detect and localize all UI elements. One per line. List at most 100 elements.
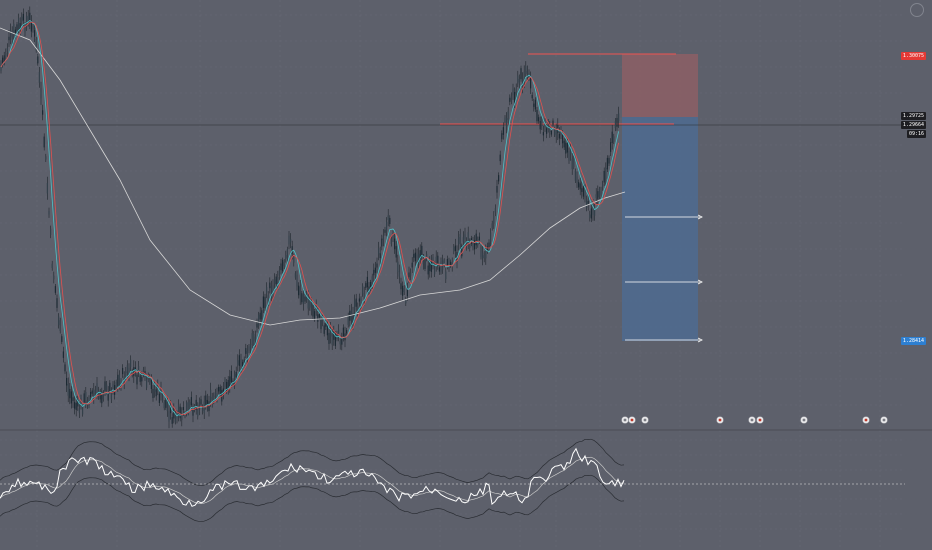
- candle-body: [176, 414, 178, 419]
- candle-body: [435, 256, 437, 266]
- candle-body: [78, 408, 80, 413]
- event-dot: [758, 418, 762, 422]
- candle-body: [474, 240, 476, 250]
- candle-body: [245, 348, 247, 354]
- candle-body: [586, 198, 588, 208]
- candle-body: [234, 373, 236, 386]
- candle-body: [504, 117, 506, 123]
- candle-body: [226, 382, 228, 391]
- candle-body: [394, 238, 396, 250]
- candle-body: [85, 391, 87, 404]
- candle-body: [98, 390, 100, 397]
- candle-body: [230, 371, 232, 382]
- candle-body: [317, 314, 319, 322]
- candle-body: [542, 132, 544, 136]
- candle-body: [594, 208, 596, 216]
- candle-body: [130, 359, 132, 368]
- candle-body: [587, 200, 589, 205]
- candle-body: [13, 23, 15, 36]
- candle-body: [341, 338, 343, 345]
- candle-body: [366, 276, 368, 288]
- candle-body: [125, 371, 127, 376]
- candle-body: [96, 383, 98, 393]
- candle-body: [190, 397, 192, 406]
- candle-body: [371, 276, 373, 287]
- candle-body: [154, 386, 156, 392]
- last-price-label: 1.29725: [900, 112, 926, 120]
- candle-body: [251, 333, 253, 345]
- candle-body: [168, 411, 170, 422]
- candle-body: [3, 55, 5, 63]
- candle-body: [99, 391, 101, 400]
- candle-body: [312, 305, 314, 317]
- candle-body: [618, 113, 620, 122]
- candle-body: [301, 293, 303, 303]
- candle-body: [21, 16, 23, 22]
- fast-moving-average-line: [0, 21, 619, 416]
- candle-body: [173, 408, 175, 419]
- candle-body: [603, 170, 605, 183]
- candle-body: [227, 379, 229, 391]
- candle-body: [558, 133, 560, 139]
- candle-body: [189, 401, 191, 410]
- candle-body: [62, 351, 64, 358]
- candle-body: [162, 395, 164, 401]
- stop-price-label: 1.30075: [900, 52, 926, 60]
- candle-body: [390, 238, 392, 244]
- candle-body: [469, 242, 471, 248]
- candle-body: [370, 281, 372, 290]
- candle-body: [18, 17, 20, 29]
- candle-body: [424, 259, 426, 269]
- candle-body: [275, 276, 277, 285]
- candle-body: [117, 374, 119, 387]
- candle-body: [485, 250, 487, 259]
- candle-body: [213, 395, 215, 401]
- candle-body: [288, 235, 290, 245]
- candle-body: [210, 389, 212, 400]
- candle-body: [32, 25, 34, 30]
- candle-body: [611, 131, 613, 143]
- candle-body: [418, 253, 420, 262]
- candle-body: [488, 242, 490, 248]
- candle-body: [339, 340, 341, 345]
- candle-body: [304, 296, 306, 302]
- candle-body: [322, 318, 324, 324]
- candle-body: [104, 381, 106, 391]
- candle-body: [381, 238, 383, 247]
- candle-body: [186, 402, 188, 415]
- candle-body: [483, 255, 485, 259]
- candle-body: [616, 117, 618, 127]
- candle-body: [115, 382, 117, 389]
- candle-body: [590, 208, 592, 219]
- candle-body: [608, 157, 610, 164]
- candle-body: [64, 364, 66, 372]
- candle-body: [110, 390, 112, 400]
- candle-body: [280, 263, 282, 271]
- economic-events-row[interactable]: [621, 416, 888, 424]
- candle-body: [602, 184, 604, 188]
- candle-body: [462, 237, 464, 242]
- oscillator-pane: [0, 438, 905, 523]
- candle-body: [8, 36, 10, 41]
- candle-body: [509, 97, 511, 102]
- candle-body: [520, 68, 522, 80]
- candle-body: [293, 257, 295, 263]
- candle-body: [570, 149, 572, 155]
- slow-moving-average-line: [0, 27, 626, 326]
- candle-body: [94, 389, 96, 395]
- candle-body: [373, 269, 375, 276]
- candle-body: [576, 176, 578, 183]
- candle-body: [205, 395, 207, 405]
- candle-body: [133, 367, 135, 377]
- candle-body: [478, 236, 480, 240]
- arrow-head-icon: [697, 279, 703, 285]
- candle-body: [491, 223, 493, 229]
- event-dot: [630, 418, 634, 422]
- candle-body: [75, 402, 77, 410]
- candle-body: [50, 228, 52, 235]
- candle-body: [496, 185, 498, 193]
- candle-body: [16, 24, 18, 31]
- candle-body: [283, 261, 285, 267]
- candle-body: [386, 222, 388, 232]
